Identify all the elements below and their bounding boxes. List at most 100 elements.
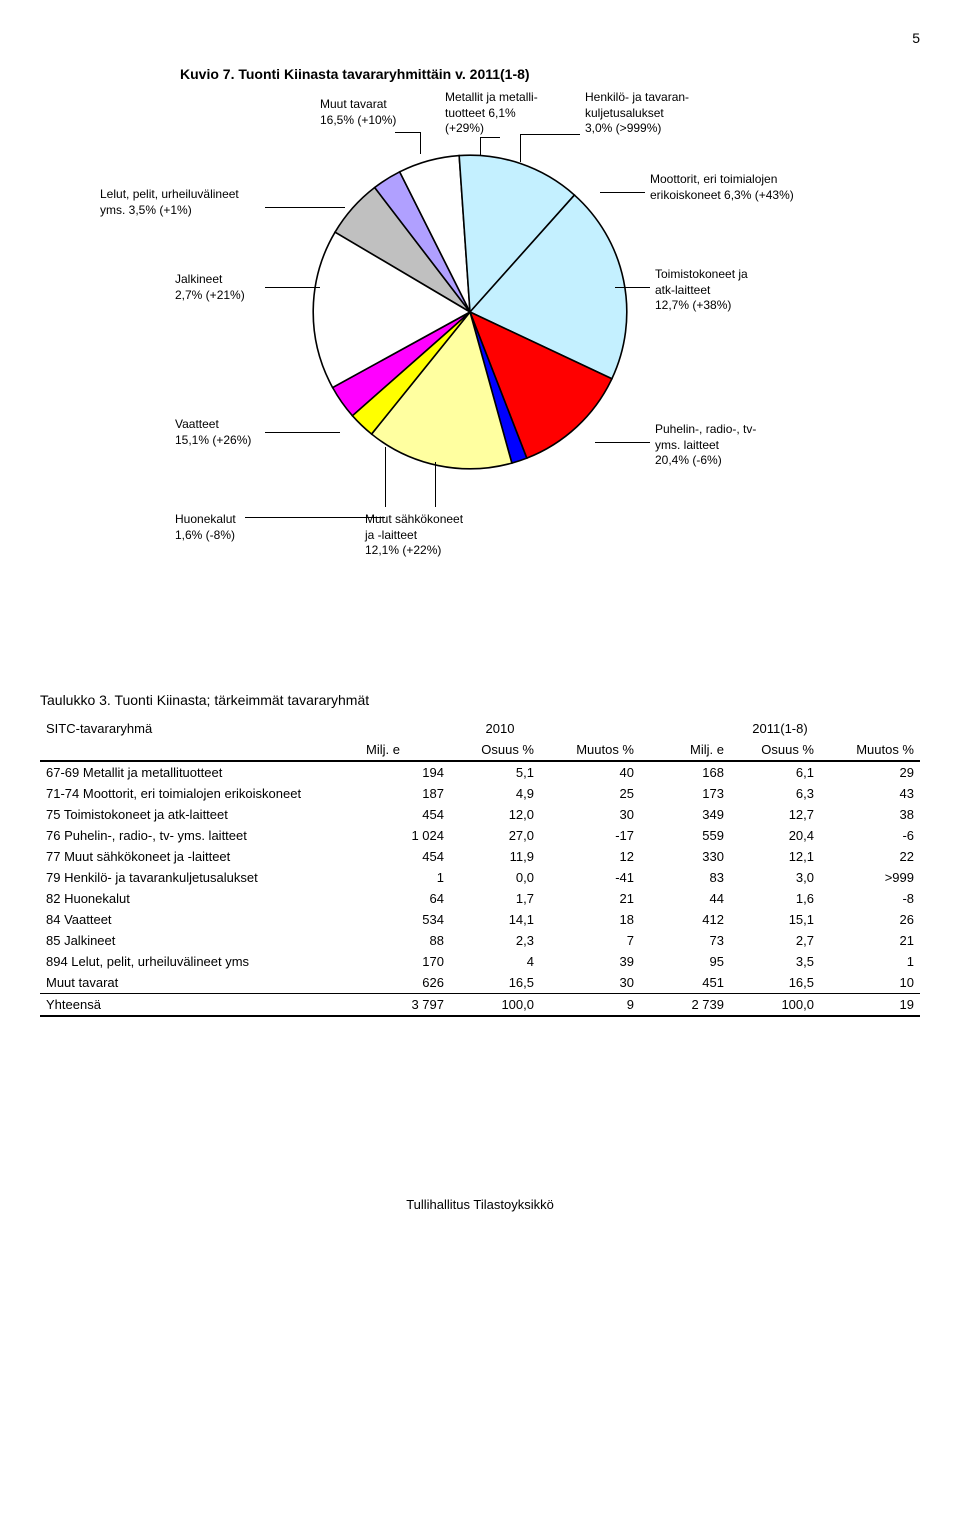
leader-line — [265, 207, 345, 208]
table-cell: 39 — [540, 951, 640, 972]
table-cell: 10 — [820, 972, 920, 994]
table-cell: 330 — [640, 846, 730, 867]
col-osuus-2: Osuus % — [730, 739, 820, 761]
table-cell: -17 — [540, 825, 640, 846]
leader-line — [480, 137, 481, 155]
table-cell: 2,3 — [450, 930, 540, 951]
leader-line — [245, 517, 385, 518]
chart-title: Kuvio 7. Tuonti Kiinasta tavararyhmittäi… — [180, 66, 920, 82]
table-cell: 84 Vaatteet — [40, 909, 360, 930]
table-cell: 11,9 — [450, 846, 540, 867]
table-cell: 26 — [820, 909, 920, 930]
table-cell: 73 — [640, 930, 730, 951]
data-table: SITC-tavararyhmä 2010 2011(1-8) Milj. e … — [40, 718, 920, 1017]
page-number: 5 — [40, 30, 920, 46]
table-cell: 187 — [360, 783, 450, 804]
pie-svg — [310, 152, 630, 472]
table-cell: 170 — [360, 951, 450, 972]
slice-label-metallit: Metallit ja metalli- tuotteet 6,1% (+29%… — [445, 90, 538, 137]
table-row: 71-74 Moottorit, eri toimialojen erikois… — [40, 783, 920, 804]
table-cell: 30 — [540, 972, 640, 994]
col-2011: 2011(1-8) — [640, 718, 920, 739]
table-row: 85 Jalkineet882,37732,721 — [40, 930, 920, 951]
table-cell: 534 — [360, 909, 450, 930]
pie-svg-wrap — [310, 152, 630, 472]
table-cell: 412 — [640, 909, 730, 930]
table-cell: 6,1 — [730, 761, 820, 783]
table-header-row-1: SITC-tavararyhmä 2010 2011(1-8) — [40, 718, 920, 739]
table-cell: 40 — [540, 761, 640, 783]
leader-line — [265, 287, 320, 288]
table-cell: 29 — [820, 761, 920, 783]
table-cell: 559 — [640, 825, 730, 846]
table-cell: 76 Puhelin-, radio-, tv- yms. laitteet — [40, 825, 360, 846]
table-cell: 454 — [360, 804, 450, 825]
table-cell: 21 — [820, 930, 920, 951]
table-cell: 3 797 — [360, 994, 450, 1017]
table-cell: -41 — [540, 867, 640, 888]
leader-line — [385, 447, 386, 507]
table-row: 75 Toimistokoneet ja atk-laitteet45412,0… — [40, 804, 920, 825]
table-cell: 1 024 — [360, 825, 450, 846]
table-row: 84 Vaatteet53414,11841215,126 — [40, 909, 920, 930]
table-cell: 173 — [640, 783, 730, 804]
table-cell: 64 — [360, 888, 450, 909]
table-cell: 16,5 — [730, 972, 820, 994]
table-cell: 27,0 — [450, 825, 540, 846]
table-cell: 4,9 — [450, 783, 540, 804]
table-row: 77 Muut sähkökoneet ja -laitteet45411,91… — [40, 846, 920, 867]
table-cell: 18 — [540, 909, 640, 930]
table-cell: 30 — [540, 804, 640, 825]
col-muutos-1: Muutos % — [540, 739, 640, 761]
leader-line — [480, 137, 500, 138]
table-cell: >999 — [820, 867, 920, 888]
table-cell: 168 — [640, 761, 730, 783]
table-cell: 12,1 — [730, 846, 820, 867]
table-cell: 2,7 — [730, 930, 820, 951]
footer-text: Tullihallitus Tilastoyksikkö — [40, 1197, 920, 1212]
table-cell: 626 — [360, 972, 450, 994]
table-cell: 9 — [540, 994, 640, 1017]
leader-line — [595, 442, 650, 443]
slice-label-sahko: Muut sähkökoneet ja -laitteet 12,1% (+22… — [365, 512, 463, 559]
table-cell: 3,0 — [730, 867, 820, 888]
table-cell: 7 — [540, 930, 640, 951]
table-cell: 14,1 — [450, 909, 540, 930]
table-cell: 85 Jalkineet — [40, 930, 360, 951]
leader-line — [420, 132, 421, 154]
table-row: Yhteensä3 797100,092 739100,019 — [40, 994, 920, 1017]
table-cell: 77 Muut sähkökoneet ja -laitteet — [40, 846, 360, 867]
table-cell: 43 — [820, 783, 920, 804]
table-cell: 44 — [640, 888, 730, 909]
table-title: Taulukko 3. Tuonti Kiinasta; tärkeimmät … — [40, 692, 920, 708]
col-milj-1: Milj. e — [360, 739, 450, 761]
table-cell: -6 — [820, 825, 920, 846]
table-cell: Yhteensä — [40, 994, 360, 1017]
table-cell: 82 Huonekalut — [40, 888, 360, 909]
table-cell: 15,1 — [730, 909, 820, 930]
table-cell: 88 — [360, 930, 450, 951]
table-cell: -8 — [820, 888, 920, 909]
table-cell: 16,5 — [450, 972, 540, 994]
table-cell: 12 — [540, 846, 640, 867]
table-cell: 894 Lelut, pelit, urheiluvälineet yms — [40, 951, 360, 972]
slice-label-lelut: Lelut, pelit, urheiluvälineet yms. 3,5% … — [100, 187, 239, 218]
col-osuus-1: Osuus % — [450, 739, 540, 761]
table-row: Muut tavarat62616,53045116,510 — [40, 972, 920, 994]
table-cell: 4 — [450, 951, 540, 972]
table-cell: 100,0 — [450, 994, 540, 1017]
slice-label-muut-tavarat: Muut tavarat 16,5% (+10%) — [320, 97, 396, 128]
table-cell: 194 — [360, 761, 450, 783]
leader-line — [395, 132, 420, 133]
table-cell: 451 — [640, 972, 730, 994]
col-muutos-2: Muutos % — [820, 739, 920, 761]
table-cell: 25 — [540, 783, 640, 804]
table-cell: 2 739 — [640, 994, 730, 1017]
leader-line — [615, 287, 650, 288]
table-row: 79 Henkilö- ja tavarankuljetusalukset10,… — [40, 867, 920, 888]
slice-label-henkilo: Henkilö- ja tavaran- kuljetusalukset 3,0… — [585, 90, 689, 137]
table-cell: 21 — [540, 888, 640, 909]
slice-label-moottorit: Moottorit, eri toimialojen erikoiskoneet… — [650, 172, 794, 203]
table-cell: 83 — [640, 867, 730, 888]
table-cell: 20,4 — [730, 825, 820, 846]
